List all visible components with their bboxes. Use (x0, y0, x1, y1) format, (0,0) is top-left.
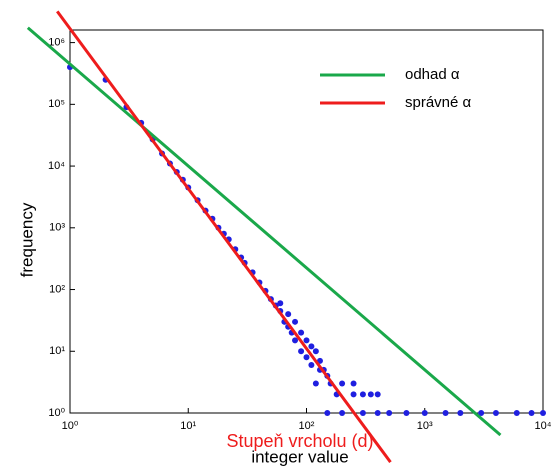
point (339, 380, 346, 387)
point (367, 391, 374, 398)
point (492, 410, 499, 416)
point (324, 410, 331, 416)
point (359, 410, 366, 416)
x-axis-label: integer value (251, 447, 348, 466)
annotation: Stupeň vrcholu (d) (226, 431, 373, 451)
point (308, 343, 315, 350)
x-tick-label: 10⁰ (62, 420, 79, 432)
point (350, 380, 357, 387)
y-tick-label: 10¹ (49, 345, 65, 357)
point (285, 311, 292, 318)
point (442, 410, 449, 416)
y-tick-label: 10⁰ (48, 407, 65, 419)
legend-label: správné α (405, 94, 472, 111)
x-tick-label: 10¹ (180, 420, 196, 432)
point (457, 410, 464, 416)
point (386, 410, 393, 416)
point (312, 380, 319, 387)
point (303, 337, 310, 344)
y-tick-label: 10² (49, 283, 65, 295)
point (374, 410, 381, 416)
fit-line (56, 10, 392, 464)
x-tick-label: 10³ (417, 420, 433, 432)
point (421, 410, 428, 416)
point (303, 354, 310, 361)
point (277, 300, 284, 307)
y-axis-label: frequency (17, 202, 36, 277)
x-tick-label: 10² (299, 420, 315, 432)
point (478, 410, 485, 416)
point (359, 391, 366, 398)
point (540, 410, 546, 416)
legend-label: odhad α (405, 66, 460, 83)
point (312, 348, 319, 355)
point (298, 329, 305, 336)
point (339, 410, 346, 416)
y-tick-label: 10⁵ (48, 98, 65, 110)
point (528, 410, 535, 416)
x-tick-label: 10⁴ (535, 420, 552, 432)
fit-line (26, 26, 502, 437)
y-tick-label: 10⁶ (48, 37, 65, 49)
point (292, 318, 299, 325)
y-tick-label: 10³ (49, 222, 65, 234)
y-tick-label: 10⁴ (48, 160, 65, 172)
point (350, 391, 357, 398)
point (292, 337, 299, 344)
point (513, 410, 520, 416)
point (403, 410, 410, 416)
point (308, 361, 315, 368)
point (298, 348, 305, 355)
point (374, 391, 381, 398)
